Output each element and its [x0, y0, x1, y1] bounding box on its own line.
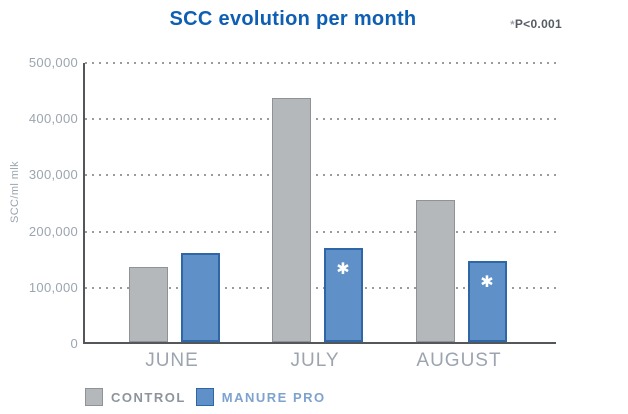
gridline	[85, 286, 556, 289]
significance-note-text: P<0.001	[514, 17, 562, 31]
y-tick-label: 300,000	[28, 167, 78, 183]
bar-manure-pro-august: ✱	[467, 261, 507, 342]
significance-note: *P<0.001	[510, 17, 562, 31]
legend-label: CONTROL	[111, 389, 186, 405]
legend-swatch	[85, 388, 103, 406]
legend-item-manure-pro: MANURE PRO	[195, 388, 326, 406]
legend-label: MANURE PRO	[221, 389, 326, 405]
x-tick-label-july: JULY	[290, 350, 340, 371]
y-tick-label: 500,000	[28, 55, 78, 70]
y-tick-label: 400,000	[28, 111, 78, 127]
y-tick-label: 100,000	[28, 279, 78, 295]
x-tick-label-june: JUNE	[145, 350, 199, 371]
gridline	[85, 62, 556, 64]
significance-marker: ✱	[480, 272, 494, 291]
legend-swatch	[195, 388, 214, 406]
bar-control-august	[415, 200, 455, 342]
y-tick-label: 0	[70, 336, 78, 351]
bar-manure-pro-july: ✱	[323, 248, 363, 342]
bar-manure-pro-june	[180, 253, 220, 342]
significance-marker: ✱	[336, 259, 350, 278]
chart-title: SCC evolution per month	[169, 8, 417, 30]
asterisk-glyph: *	[510, 19, 515, 31]
bar-control-july	[271, 98, 311, 342]
legend-item-control: CONTROL	[85, 388, 186, 406]
x-tick-label-august: AUGUST	[416, 350, 502, 371]
bar-control-june	[128, 267, 168, 342]
legend: CONTROL MANURE PRO	[85, 388, 336, 406]
plot-area: ✱ ✱	[83, 62, 556, 344]
gridline	[85, 118, 556, 121]
y-tick-label: 200,000	[28, 223, 78, 239]
gridline	[85, 174, 556, 177]
y-axis-title: SCC/ml mlk	[9, 160, 21, 224]
gridline	[85, 230, 556, 233]
